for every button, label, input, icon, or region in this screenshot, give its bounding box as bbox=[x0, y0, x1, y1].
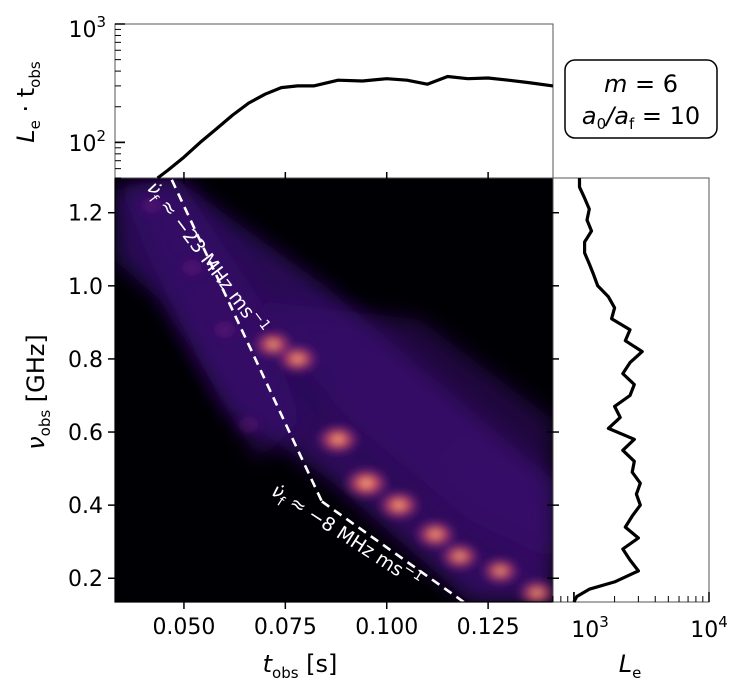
y-tick-label: 0.4 bbox=[68, 494, 103, 519]
x-axis-label: tobs [s] bbox=[263, 650, 338, 682]
right-tick-label-10000: 104 bbox=[690, 613, 728, 643]
heatmap-faint-emission bbox=[250, 300, 553, 560]
parameter-m: m = 6 bbox=[604, 70, 678, 98]
heatmap-upper-emission bbox=[120, 180, 300, 460]
y-tick-label: 0.8 bbox=[68, 348, 103, 373]
heatmap-bright-spot bbox=[374, 488, 423, 522]
heatmap-bright-spot bbox=[134, 192, 169, 219]
y-axis-label: νobs [GHz] bbox=[22, 334, 54, 450]
heatmap-bright-spot bbox=[412, 517, 459, 551]
top-panel bbox=[114, 23, 554, 180]
parameter-ratio: a0/af = 10 bbox=[582, 102, 700, 133]
top-y-axis-label: Le · tobs bbox=[12, 61, 44, 143]
heatmap-bright-spot bbox=[175, 254, 209, 281]
parameter-box-frame bbox=[564, 59, 718, 139]
x-tick-label: 0.125 bbox=[457, 615, 520, 640]
right-tick-label-1000: 103 bbox=[571, 613, 609, 643]
x-tick-label: 0.075 bbox=[254, 615, 317, 640]
y-tick-label: 0.6 bbox=[68, 421, 103, 446]
right-panel-line bbox=[572, 178, 644, 603]
y-tick-label: 1.0 bbox=[68, 275, 103, 300]
y-tick-label: 0.2 bbox=[68, 567, 103, 592]
heatmap-bright-spot bbox=[478, 555, 523, 587]
top-panel-line bbox=[156, 74, 554, 180]
heatmap-bright-spot bbox=[314, 422, 362, 457]
heatmap-bright-spot bbox=[437, 540, 483, 573]
top-tick-label-1000: 103 bbox=[68, 13, 106, 43]
top-tick-label-100: 102 bbox=[68, 127, 106, 157]
heatmap-bright-spot bbox=[341, 465, 392, 501]
parameter-box: m = 6 a0/af = 10 bbox=[564, 59, 718, 139]
heatmap-bright-spot bbox=[231, 411, 266, 438]
heatmap-bright-spot bbox=[206, 316, 243, 343]
heatmap-panel bbox=[114, 177, 554, 603]
heatmap-bright-spot bbox=[274, 342, 321, 376]
x-tick-label: 0.050 bbox=[152, 615, 215, 640]
x-tick-label: 0.100 bbox=[355, 615, 418, 640]
heatmap-bright-spot bbox=[514, 577, 553, 602]
y-tick-label: 1.2 bbox=[68, 202, 103, 227]
right-x-axis-label: Le bbox=[619, 650, 642, 682]
top-panel-frame bbox=[114, 23, 554, 179]
right-panel bbox=[552, 177, 710, 603]
